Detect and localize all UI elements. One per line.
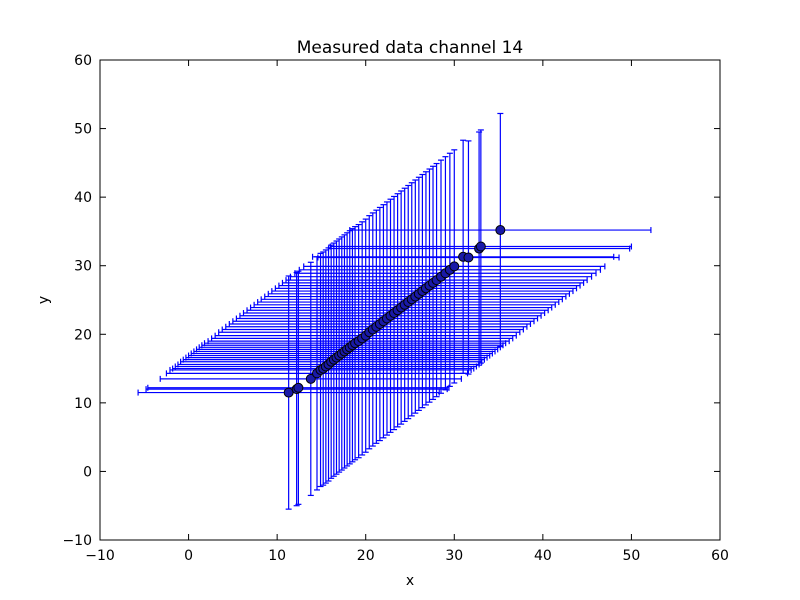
y-tick-label: 10 bbox=[74, 396, 92, 412]
x-axis-label: x bbox=[406, 573, 414, 589]
y-tick-label: −10 bbox=[62, 533, 92, 549]
y-tick-label: 0 bbox=[83, 464, 92, 480]
y-tick-label: 30 bbox=[74, 259, 92, 275]
plot-area bbox=[137, 112, 652, 510]
y-tick-label: 50 bbox=[74, 122, 92, 138]
data-point bbox=[305, 373, 316, 384]
data-points bbox=[283, 225, 506, 398]
data-point bbox=[495, 225, 506, 236]
y-tick-label: 40 bbox=[74, 190, 92, 206]
data-point bbox=[449, 261, 460, 272]
x-tick-label: 30 bbox=[445, 548, 463, 564]
x-tick-label: −10 bbox=[85, 548, 115, 564]
y-tick-label: 20 bbox=[74, 327, 92, 343]
y-axis-label: y bbox=[36, 296, 52, 304]
plot-frame bbox=[99, 59, 721, 541]
data-layer bbox=[137, 112, 652, 510]
y-tick-label: 60 bbox=[74, 53, 92, 69]
data-point bbox=[463, 252, 474, 263]
x-tick-label: 10 bbox=[268, 548, 286, 564]
ticks-layer: −10 0 10 20 30 40 50 60 −10 0 10 20 30 40 50 60 bbox=[62, 53, 728, 564]
x-tick-label: 0 bbox=[184, 548, 193, 564]
data-point bbox=[293, 382, 304, 393]
x-tick-label: 20 bbox=[357, 548, 375, 564]
x-tick-label: 60 bbox=[711, 548, 729, 564]
x-tick-label: 40 bbox=[534, 548, 552, 564]
x-tick-label: 50 bbox=[623, 548, 641, 564]
data-point bbox=[475, 241, 486, 252]
chart-title: Measured data channel 14 bbox=[297, 38, 523, 58]
